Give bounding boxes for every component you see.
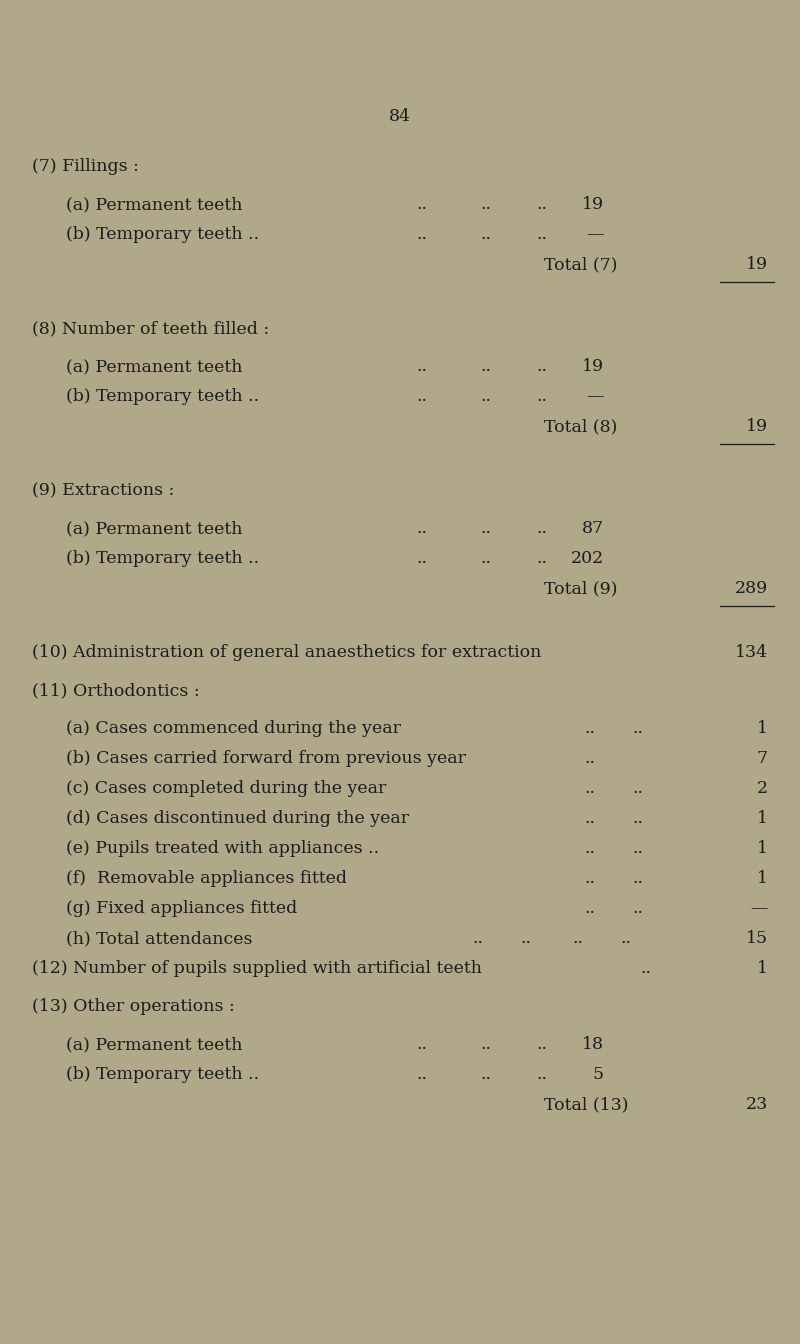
Text: (e) Pupils treated with appliances ..: (e) Pupils treated with appliances .. (66, 840, 378, 857)
Text: ..: .. (480, 550, 491, 567)
Text: 19: 19 (746, 255, 768, 273)
Text: ..: .. (416, 550, 427, 567)
Text: ..: .. (416, 226, 427, 243)
Text: (a) Cases commenced during the year: (a) Cases commenced during the year (66, 720, 401, 737)
Text: ..: .. (584, 720, 595, 737)
Text: ..: .. (480, 520, 491, 538)
Text: ..: .. (520, 930, 531, 948)
Text: 1: 1 (757, 840, 768, 857)
Text: 7: 7 (757, 750, 768, 767)
Text: ..: .. (480, 388, 491, 405)
Text: (b) Temporary teeth ..: (b) Temporary teeth .. (66, 1066, 258, 1083)
Text: ..: .. (584, 750, 595, 767)
Text: ..: .. (536, 1036, 547, 1052)
Text: (g) Fixed appliances fitted: (g) Fixed appliances fitted (66, 900, 297, 917)
Text: (b) Temporary teeth ..: (b) Temporary teeth .. (66, 388, 258, 405)
Text: (f)  Removable appliances fitted: (f) Removable appliances fitted (66, 870, 346, 887)
Text: ..: .. (584, 870, 595, 887)
Text: ..: .. (632, 840, 643, 857)
Text: (9) Extractions :: (9) Extractions : (32, 482, 174, 499)
Text: 202: 202 (570, 550, 604, 567)
Text: Total (9): Total (9) (544, 581, 618, 597)
Text: ..: .. (584, 900, 595, 917)
Text: ..: .. (632, 720, 643, 737)
Text: ..: .. (472, 930, 483, 948)
Text: 23: 23 (746, 1095, 768, 1113)
Text: ..: .. (480, 1066, 491, 1083)
Text: ..: .. (536, 520, 547, 538)
Text: —: — (586, 388, 604, 405)
Text: 1: 1 (757, 720, 768, 737)
Text: ..: .. (416, 520, 427, 538)
Text: ..: .. (536, 1066, 547, 1083)
Text: ..: .. (572, 930, 583, 948)
Text: (11) Orthodontics :: (11) Orthodontics : (32, 681, 200, 699)
Text: ..: .. (480, 1036, 491, 1052)
Text: (a) Permanent teeth: (a) Permanent teeth (66, 196, 242, 212)
Text: ..: .. (480, 358, 491, 375)
Text: (a) Permanent teeth: (a) Permanent teeth (66, 520, 242, 538)
Text: 289: 289 (734, 581, 768, 597)
Text: (12) Number of pupils supplied with artificial teeth: (12) Number of pupils supplied with arti… (32, 960, 482, 977)
Text: ..: .. (536, 388, 547, 405)
Text: (7) Fillings :: (7) Fillings : (32, 159, 139, 175)
Text: 87: 87 (582, 520, 604, 538)
Text: —: — (586, 226, 604, 243)
Text: (b) Temporary teeth ..: (b) Temporary teeth .. (66, 550, 258, 567)
Text: (10) Administration of general anaesthetics for extraction: (10) Administration of general anaesthet… (32, 644, 542, 661)
Text: (a) Permanent teeth: (a) Permanent teeth (66, 1036, 242, 1052)
Text: ..: .. (632, 900, 643, 917)
Text: (13) Other operations :: (13) Other operations : (32, 999, 234, 1015)
Text: ..: .. (584, 840, 595, 857)
Text: Total (8): Total (8) (544, 418, 618, 435)
Text: ..: .. (416, 358, 427, 375)
Text: ..: .. (620, 930, 631, 948)
Text: ..: .. (632, 870, 643, 887)
Text: ..: .. (416, 388, 427, 405)
Text: ..: .. (584, 810, 595, 827)
Text: 1: 1 (757, 870, 768, 887)
Text: (b) Cases carried forward from previous year: (b) Cases carried forward from previous … (66, 750, 466, 767)
Text: ..: .. (536, 226, 547, 243)
Text: 1: 1 (757, 960, 768, 977)
Text: ..: .. (480, 196, 491, 212)
Text: ..: .. (536, 358, 547, 375)
Text: 5: 5 (593, 1066, 604, 1083)
Text: (c) Cases completed during the year: (c) Cases completed during the year (66, 780, 386, 797)
Text: ..: .. (536, 196, 547, 212)
Text: 15: 15 (746, 930, 768, 948)
Text: 134: 134 (735, 644, 768, 661)
Text: Total (13): Total (13) (544, 1095, 629, 1113)
Text: 18: 18 (582, 1036, 604, 1052)
Text: ..: .. (632, 810, 643, 827)
Text: ..: .. (416, 1066, 427, 1083)
Text: 1: 1 (757, 810, 768, 827)
Text: (a) Permanent teeth: (a) Permanent teeth (66, 358, 242, 375)
Text: 19: 19 (582, 196, 604, 212)
Text: ..: .. (536, 550, 547, 567)
Text: ..: .. (416, 196, 427, 212)
Text: (8) Number of teeth filled :: (8) Number of teeth filled : (32, 320, 269, 337)
Text: 84: 84 (389, 108, 411, 125)
Text: (d) Cases discontinued during the year: (d) Cases discontinued during the year (66, 810, 409, 827)
Text: ..: .. (640, 960, 651, 977)
Text: ..: .. (632, 780, 643, 797)
Text: Total (7): Total (7) (544, 255, 618, 273)
Text: ..: .. (416, 1036, 427, 1052)
Text: ..: .. (584, 780, 595, 797)
Text: (b) Temporary teeth ..: (b) Temporary teeth .. (66, 226, 258, 243)
Text: 19: 19 (746, 418, 768, 435)
Text: 2: 2 (757, 780, 768, 797)
Text: 19: 19 (582, 358, 604, 375)
Text: —: — (750, 900, 768, 917)
Text: (h) Total attendances: (h) Total attendances (66, 930, 252, 948)
Text: ..: .. (480, 226, 491, 243)
